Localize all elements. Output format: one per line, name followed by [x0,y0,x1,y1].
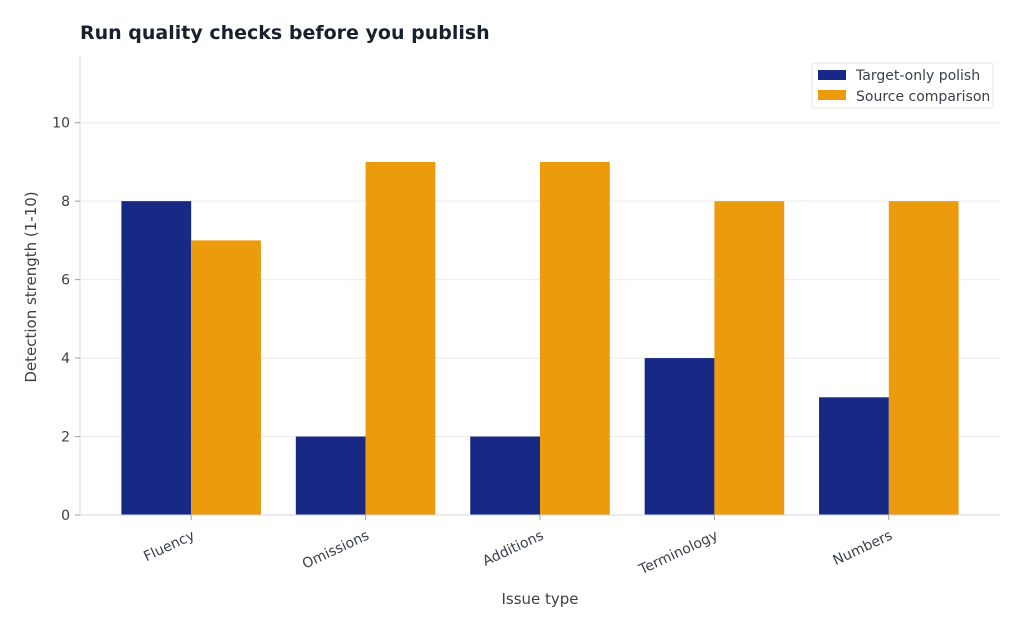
legend: Target-only polish Source comparison [811,62,994,109]
x-tick-label-additions: Additions [480,528,546,570]
bar-target-only-polish-fluency [121,201,192,515]
legend-label-target-only-polish: Target-only polish [855,68,980,84]
y-tick-label-10: 10 [52,116,70,132]
x-axis-title: Issue type [501,590,578,608]
x-tick-label-numbers: Numbers [831,528,895,569]
y-axis-ticks: 0 2 4 6 8 10 [52,116,80,524]
bar-target-only-polish-omissions [295,436,366,515]
x-tick-label-terminology: Terminology [636,528,721,579]
legend-box [811,62,994,109]
legend-swatch-source-comparison [818,90,846,100]
y-tick-label-0: 0 [61,508,70,524]
bar-target-only-polish-numbers [819,397,889,515]
legend-swatch-target-only-polish [818,70,846,80]
chart-title: Run quality checks before you publish [80,22,490,44]
y-tick-label-6: 6 [61,273,70,289]
bar-target-only-polish-additions [470,436,540,515]
x-tick-label-omissions: Omissions [300,528,372,573]
bar-source-comparison-fluency [191,240,261,515]
x-axis-ticks: Fluency Omissions Additions Terminology Numb… [141,515,895,578]
y-axis-title: Detection strength (1-10) [22,191,40,382]
y-tick-label-8: 8 [61,194,70,210]
bar-source-comparison-additions [540,161,610,515]
bars [121,161,959,515]
bar-source-comparison-omissions [365,161,436,515]
bar-source-comparison-terminology [714,201,785,515]
bar-source-comparison-numbers [888,201,959,515]
y-tick-label-2: 2 [61,430,70,446]
y-tick-label-4: 4 [61,351,70,367]
x-tick-label-fluency: Fluency [141,528,197,565]
legend-label-source-comparison: Source comparison [856,89,990,105]
bar-target-only-polish-terminology [644,358,715,515]
